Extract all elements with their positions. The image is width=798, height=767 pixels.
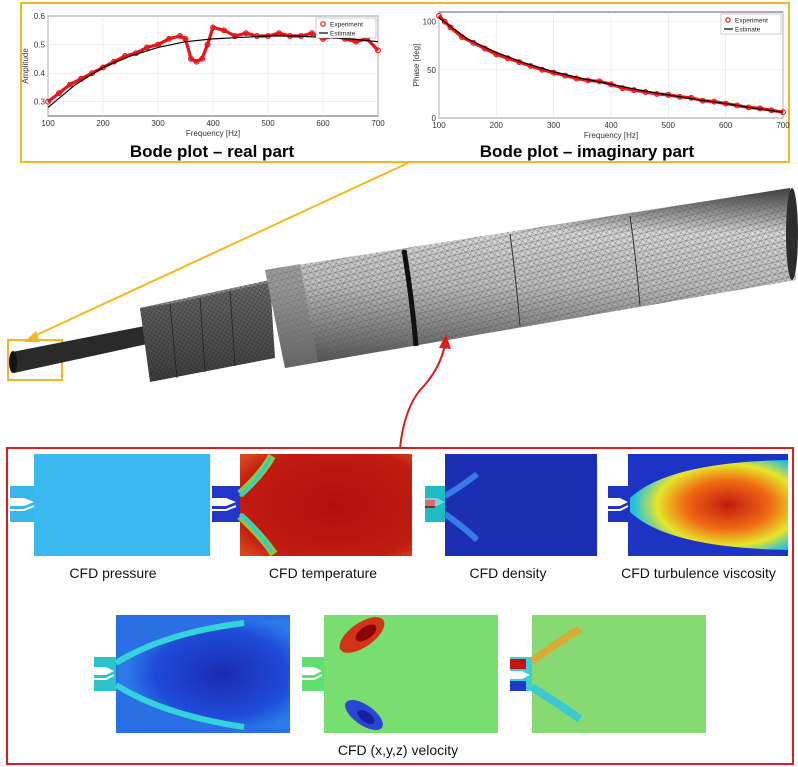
experiment-point	[67, 81, 73, 88]
bode-real-plot: 100 200 300 400 500 600 700 0.3 0.4 0.5 0.6 Frequen…	[22, 12, 385, 138]
x-tick-label: 100	[41, 119, 55, 128]
y-tick-label: 0.5	[34, 41, 46, 50]
x-tick-label: 200	[490, 121, 504, 130]
cfd-velocity-x-field	[94, 615, 290, 733]
x-tick-label: 400	[206, 119, 220, 128]
experiment-point	[100, 64, 106, 71]
experiment-point	[210, 24, 216, 31]
legend-box	[315, 17, 377, 39]
inlet-tube	[9, 325, 152, 373]
legend-estimate-label: Estimate	[735, 27, 761, 34]
cfd-pressure-field	[10, 454, 210, 556]
experiment-point	[144, 44, 150, 51]
cfd-panel: CFD pressure CFD temperature CFD density	[6, 447, 794, 765]
experiment-point	[309, 30, 315, 37]
y-axis-label: Amplitude	[22, 48, 30, 84]
experiment-point	[375, 47, 381, 54]
cfd-density-field	[425, 454, 597, 556]
plenum-box	[140, 276, 300, 382]
x-tick-label: 500	[662, 121, 676, 130]
cfd-viscosity-field	[608, 454, 788, 556]
callout-line	[29, 162, 409, 339]
experiment-point	[573, 75, 580, 82]
experiment-point	[204, 41, 211, 48]
y-tick-label: 50	[427, 66, 436, 75]
y-axis-label: Phase [deg]	[412, 44, 421, 87]
cfd-pressure-caption: CFD pressure	[69, 565, 157, 581]
experiment-point	[166, 35, 172, 42]
x-tick-label: 300	[151, 119, 165, 128]
legend-estimate-label: Estimate	[330, 31, 356, 38]
x-tick-label: 100	[432, 121, 446, 130]
bode-real-title: Bode plot – real part	[129, 142, 295, 161]
experiment-point	[441, 18, 448, 25]
experiment-point	[177, 33, 183, 39]
x-axis-label: Frequency [Hz]	[186, 129, 240, 138]
legend-box	[720, 13, 782, 35]
legend-experiment-label: Experiment	[330, 22, 363, 29]
cfd-temperature-field	[212, 454, 412, 556]
bode-imag-plot: 100 200 300 400 500 600 700 0 50 100 Frequency [Hz…	[412, 11, 790, 140]
cfd-density-caption: CFD density	[469, 565, 547, 581]
x-tick-label: 700	[776, 121, 790, 130]
x-tick-label: 400	[604, 121, 618, 130]
experiment-point	[630, 87, 637, 94]
experiment-point	[193, 58, 200, 65]
y-tick-label: 0.3	[34, 98, 46, 107]
experiment-point	[221, 27, 227, 34]
x-tick-label: 300	[547, 121, 561, 130]
legend-experiment-label: Experiment	[735, 18, 768, 25]
experiment-point	[56, 90, 62, 97]
experiment-point	[232, 33, 238, 39]
experiment-point	[199, 55, 205, 62]
legend-experiment-marker	[320, 21, 326, 27]
x-axis-label: Frequency [Hz]	[584, 131, 638, 140]
cfd-temperature-caption: CFD temperature	[268, 565, 378, 581]
bode-panel: 100 200 300 400 500 600 700 0.3 0.4 0.5 0.6 Frequen…	[20, 2, 790, 163]
cfd-velocity-caption: CFD (x,y,z) velocity	[337, 742, 459, 758]
y-tick-label: 100	[423, 18, 437, 27]
y-tick-label: 0.6	[34, 12, 46, 21]
experiment-point	[619, 85, 626, 92]
cfd-link-arrow	[399, 334, 451, 449]
bode-imag-title: Bode plot – imaginary part	[479, 142, 695, 161]
experiment-point	[539, 66, 546, 73]
x-tick-label: 200	[96, 119, 110, 128]
y-tick-label: 0	[432, 114, 437, 123]
cfd-velocity-z-field	[510, 615, 706, 733]
y-tick-label: 0.4	[34, 69, 46, 78]
combustor-mesh-model	[9, 188, 798, 382]
x-tick-label: 500	[261, 119, 275, 128]
x-tick-label: 600	[719, 121, 733, 130]
experiment-point	[504, 55, 511, 62]
experiment-point	[243, 30, 249, 37]
cfd-velocity-y-field	[302, 615, 498, 733]
x-tick-label: 700	[371, 119, 385, 128]
experiment-point	[188, 55, 194, 62]
combustion-chamber	[265, 188, 798, 368]
legend-experiment-marker	[725, 17, 731, 23]
cfd-viscosity-caption: CFD turbulence viscosity	[621, 565, 776, 581]
experiment-point	[45, 98, 51, 105]
x-tick-label: 600	[316, 119, 330, 128]
estimate-line	[438, 17, 784, 113]
